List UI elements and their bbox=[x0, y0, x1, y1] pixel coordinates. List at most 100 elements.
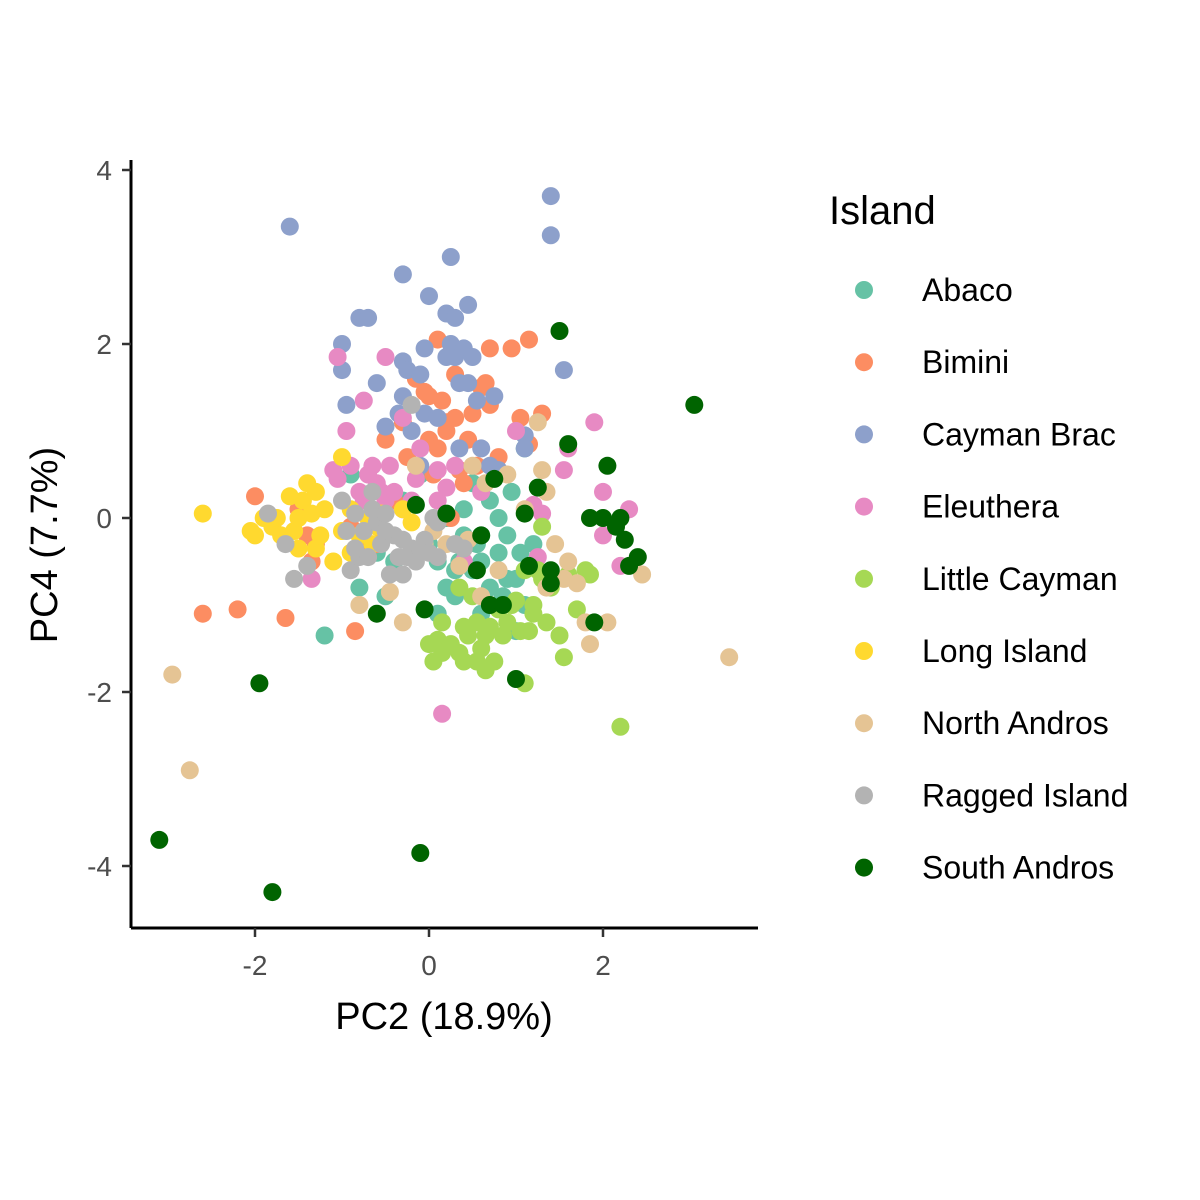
point-south-andros-17 bbox=[550, 322, 569, 340]
point-north-andros-18 bbox=[546, 535, 565, 554]
point-cayman-brac-30 bbox=[485, 387, 504, 406]
point-cayman-brac-38 bbox=[402, 422, 421, 440]
point-north-andros-20 bbox=[559, 552, 578, 571]
point-ragged-island-1 bbox=[276, 535, 295, 554]
point-cayman-brac-25 bbox=[459, 295, 478, 314]
point-little-cayman-40 bbox=[433, 643, 452, 662]
point-cayman-brac-13 bbox=[411, 365, 430, 384]
point-cayman-brac-5 bbox=[359, 308, 378, 327]
point-north-andros-8 bbox=[450, 556, 469, 575]
point-eleuthera-26 bbox=[507, 422, 525, 440]
legend-label-abaco: Abaco bbox=[922, 272, 1013, 308]
point-north-andros-24 bbox=[598, 613, 617, 632]
point-bimini-34 bbox=[502, 339, 521, 358]
legend-label-bimini: Bimini bbox=[922, 344, 1009, 380]
point-bimini-30 bbox=[476, 374, 495, 393]
point-south-andros-18 bbox=[559, 435, 578, 454]
point-south-andros-25 bbox=[615, 530, 634, 549]
point-abaco-0 bbox=[315, 626, 334, 645]
point-south-andros-5 bbox=[406, 495, 425, 514]
axes-layer: -2 0 2 -4 -2 0 2 4 bbox=[87, 155, 758, 981]
y-tick-label-4: 4 bbox=[96, 155, 112, 186]
point-eleuthera-3 bbox=[337, 422, 356, 440]
x-tick-label-2: 2 bbox=[595, 950, 611, 981]
point-bimini-31 bbox=[480, 339, 499, 358]
point-cayman-brac-3 bbox=[337, 395, 356, 414]
x-axis-title: PC2 (18.9%) bbox=[335, 996, 553, 1038]
point-ragged-island-27 bbox=[428, 548, 447, 567]
point-bimini-36 bbox=[520, 330, 538, 349]
point-south-andros-10 bbox=[485, 469, 504, 488]
point-little-cayman-13 bbox=[480, 617, 499, 636]
point-eleuthera-20 bbox=[437, 478, 456, 497]
point-south-andros-0 bbox=[150, 830, 169, 849]
point-eleuthera-13 bbox=[385, 482, 404, 501]
point-abaco-26 bbox=[489, 509, 508, 527]
legend-key-bimini bbox=[855, 353, 873, 372]
point-little-cayman-36 bbox=[450, 578, 469, 597]
point-bimini-9 bbox=[376, 430, 395, 449]
point-eleuthera-23 bbox=[376, 348, 395, 366]
point-ragged-island-31 bbox=[402, 395, 421, 414]
point-long-island-27 bbox=[306, 482, 325, 501]
point-south-andros-22 bbox=[598, 456, 617, 475]
legend-label-eleuthera: Eleuthera bbox=[922, 489, 1059, 525]
legend-key-abaco bbox=[855, 281, 873, 299]
y-tick-label-1: -2 bbox=[87, 677, 112, 708]
legend-label-cayman-brac: Cayman Brac bbox=[922, 416, 1116, 452]
point-eleuthera-19 bbox=[428, 461, 447, 480]
point-eleuthera-2 bbox=[328, 469, 347, 488]
point-little-cayman-21 bbox=[520, 622, 538, 641]
point-little-cayman-25 bbox=[537, 613, 556, 632]
y-axis-title: PC4 (7.7%) bbox=[24, 447, 66, 643]
point-ragged-island-3 bbox=[298, 556, 317, 575]
point-cayman-brac-19 bbox=[441, 248, 460, 266]
point-south-andros-29 bbox=[467, 561, 486, 580]
point-ragged-island-2 bbox=[285, 569, 304, 588]
legend-label-south-andros: South Andros bbox=[922, 850, 1114, 886]
point-north-andros-0 bbox=[163, 665, 182, 684]
point-ragged-island-10 bbox=[359, 548, 378, 567]
point-south-andros-21 bbox=[594, 509, 612, 527]
point-ragged-island-33 bbox=[376, 522, 395, 540]
legend-title: Island bbox=[829, 189, 936, 233]
point-south-andros-19 bbox=[581, 509, 599, 527]
point-cayman-brac-27 bbox=[467, 391, 486, 410]
point-north-andros-29 bbox=[489, 561, 508, 580]
point-ragged-island-14 bbox=[376, 504, 395, 523]
point-south-andros-13 bbox=[515, 504, 534, 523]
legend-key-long-island bbox=[855, 642, 873, 660]
point-little-cayman-41 bbox=[467, 652, 486, 671]
point-cayman-brac-0 bbox=[280, 217, 299, 236]
point-little-cayman-32 bbox=[581, 565, 599, 584]
legend-key-north-andros bbox=[855, 714, 873, 733]
point-south-andros-15 bbox=[541, 561, 560, 580]
point-abaco-30 bbox=[502, 482, 521, 501]
point-north-andros-28 bbox=[380, 583, 399, 601]
point-bimini-3 bbox=[276, 609, 295, 627]
point-bimini-23 bbox=[446, 408, 465, 427]
point-little-cayman-27 bbox=[550, 626, 569, 645]
point-south-andros-4 bbox=[411, 844, 430, 862]
point-eleuthera-38 bbox=[393, 408, 412, 427]
point-long-island-2 bbox=[246, 526, 264, 545]
point-eleuthera-33 bbox=[594, 526, 612, 545]
point-long-island-15 bbox=[315, 500, 334, 519]
point-cayman-brac-39 bbox=[437, 348, 456, 366]
point-ragged-island-4 bbox=[333, 491, 351, 510]
y-tick-label-2: 0 bbox=[96, 503, 112, 534]
point-north-andros-3 bbox=[393, 613, 412, 632]
point-cayman-brac-34 bbox=[541, 187, 560, 206]
y-tick-label-0: -4 bbox=[87, 851, 112, 882]
x-tick-label-1: 0 bbox=[421, 950, 437, 981]
point-ragged-island-18 bbox=[393, 565, 412, 584]
point-south-andros-9 bbox=[480, 596, 499, 614]
point-long-island-0 bbox=[193, 504, 212, 523]
point-cayman-brac-7 bbox=[376, 417, 395, 436]
point-south-andros-20 bbox=[585, 613, 604, 632]
point-long-island-14 bbox=[311, 526, 330, 545]
point-little-cayman-30 bbox=[567, 600, 586, 619]
point-abaco-2 bbox=[350, 578, 369, 597]
y-tick-label-3: 2 bbox=[96, 329, 112, 360]
